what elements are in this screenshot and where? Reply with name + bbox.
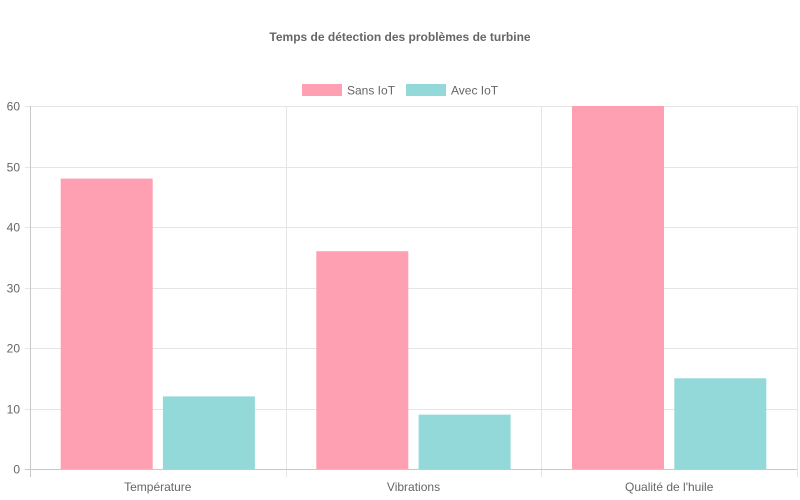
- tick-labels: 0 10 20 30 40 50 60 Température Vibrations Qualit…: [7, 100, 714, 495]
- bars: [60, 106, 767, 470]
- legend: Sans IoT Avec IoT: [302, 84, 499, 98]
- bar-avec-iot[interactable]: [162, 396, 255, 469]
- y-tick-label: 50: [7, 161, 21, 175]
- y-tick-label: 10: [7, 403, 21, 417]
- legend-swatch-avec-iot: [406, 84, 446, 96]
- axes: [25, 106, 797, 477]
- bar-sans-iot[interactable]: [572, 106, 664, 469]
- y-tick-label: 40: [7, 221, 21, 235]
- y-tick-label: 20: [7, 342, 21, 356]
- x-tick-label: Vibrations: [387, 480, 440, 494]
- y-tick-label: 60: [7, 100, 21, 114]
- y-tick-label: 0: [13, 463, 20, 477]
- legend-swatch-sans-iot: [302, 84, 342, 96]
- legend-item-sans-iot[interactable]: Sans IoT: [302, 84, 396, 98]
- legend-item-avec-iot[interactable]: Avec IoT: [406, 84, 499, 98]
- legend-label-avec-iot: Avec IoT: [451, 84, 499, 98]
- bar-sans-iot[interactable]: [316, 251, 409, 469]
- legend-label-sans-iot: Sans IoT: [347, 84, 396, 98]
- bar-avec-iot[interactable]: [674, 378, 767, 470]
- x-tick-label: Température: [124, 480, 192, 494]
- y-tick-label: 30: [7, 282, 21, 296]
- bar-avec-iot[interactable]: [418, 414, 511, 469]
- x-tick-label: Qualité de l'huile: [625, 480, 714, 494]
- chart-title: Temps de détection des problèmes de turb…: [269, 30, 530, 44]
- bar-sans-iot[interactable]: [60, 178, 153, 469]
- grid: [25, 106, 798, 477]
